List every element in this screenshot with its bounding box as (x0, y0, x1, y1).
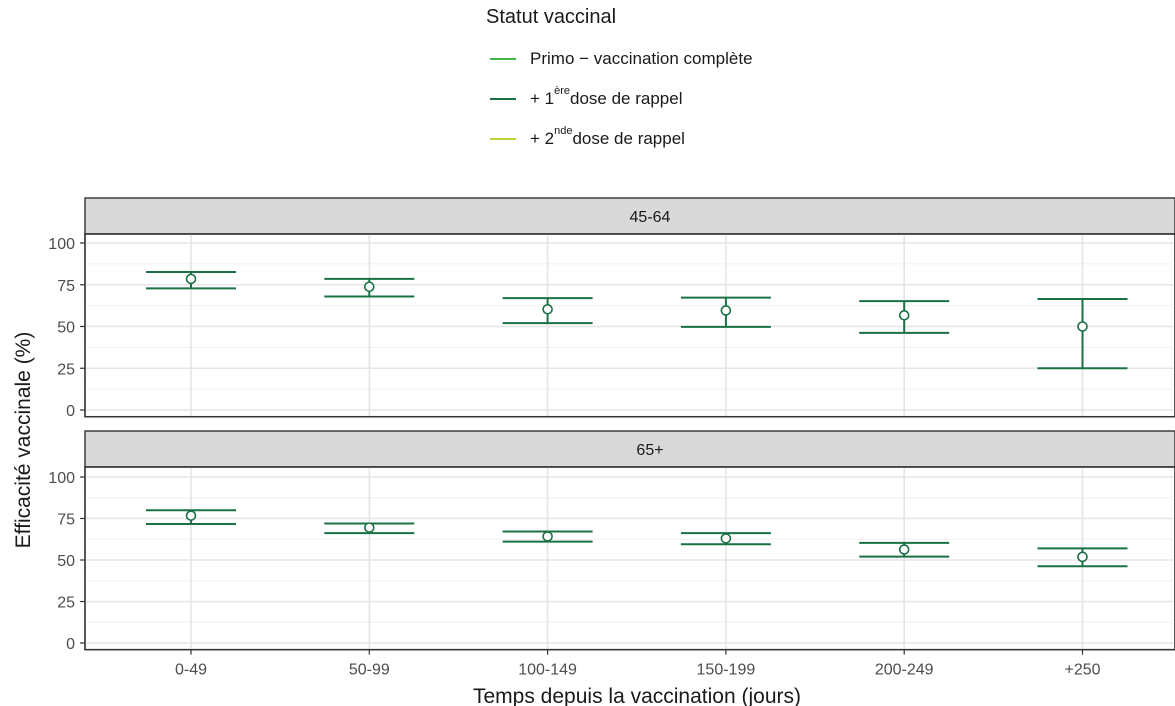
legend-label-primo: Primo − vaccination complète (530, 49, 753, 68)
y-tick-label: 0 (66, 636, 75, 653)
data-point (363, 522, 375, 533)
plot-panel-border-1 (84, 466, 1175, 651)
legend-key-rappel-2 (490, 138, 516, 140)
data-point (185, 510, 197, 521)
legend-item-primo: Primo − vaccination complète (486, 39, 906, 79)
y-tick-label: 75 (57, 512, 75, 529)
y-tick-label: 75 (57, 278, 75, 295)
data-point (542, 531, 553, 542)
y-tick-label: 100 (48, 236, 75, 253)
data-point (898, 544, 910, 555)
y-tick-label: 50 (57, 553, 75, 570)
data-point (1077, 321, 1088, 332)
legend: Statut vaccinal Primo − vaccination comp… (486, 6, 906, 159)
facet-label-1: 65+ (636, 442, 663, 459)
data-point (1077, 551, 1088, 563)
legend-label-rappel-1-suffix: dose de rappel (570, 89, 683, 108)
legend-title: Statut vaccinal (486, 6, 617, 28)
y-axis-title: Efficacité vaccinale (%) (12, 332, 35, 549)
x-tick-label: 0-49 (175, 662, 207, 679)
x-axis-title: Temps depuis la vaccination (jours) (473, 685, 801, 706)
y-tick-label: 50 (57, 320, 75, 337)
data-point (185, 273, 197, 285)
x-tick-label: 100-149 (518, 662, 577, 679)
x-tick-label: 150-199 (697, 662, 756, 679)
y-tick-label: 25 (57, 361, 75, 378)
data-point (363, 281, 375, 293)
data-point (898, 310, 910, 321)
x-tick-label: 200-249 (875, 662, 934, 679)
y-tick-label: 100 (48, 470, 75, 487)
y-tick-label: 25 (57, 595, 75, 612)
legend-item-rappel-1: + 1 ère dose de rappel (486, 79, 906, 119)
legend-label-rappel-1-sup: ère (554, 85, 571, 97)
x-tick-label: 50-99 (349, 662, 390, 679)
legend-label-rappel-2-sup: nde (554, 125, 573, 137)
legend-key-primo (490, 58, 516, 60)
legend-item-rappel-2: + 2 nde dose de rappel (486, 119, 906, 159)
y-tick-label: 0 (66, 403, 75, 420)
data-point (542, 303, 553, 315)
data-point (720, 533, 732, 544)
data-point (720, 305, 732, 316)
facet-label-0: 45-64 (630, 209, 671, 226)
plot-panel-border-0 (84, 233, 1175, 418)
legend-label-rappel-2-suffix: dose de rappel (572, 129, 685, 148)
x-tick-label: +250 (1064, 662, 1100, 679)
legend-label-rappel-2-prefix: + 2 (530, 129, 555, 148)
legend-label-rappel-1-prefix: + 1 (530, 89, 555, 108)
facet-strip-1 (84, 430, 1175, 468)
legend-key-rappel-1 (490, 98, 516, 100)
